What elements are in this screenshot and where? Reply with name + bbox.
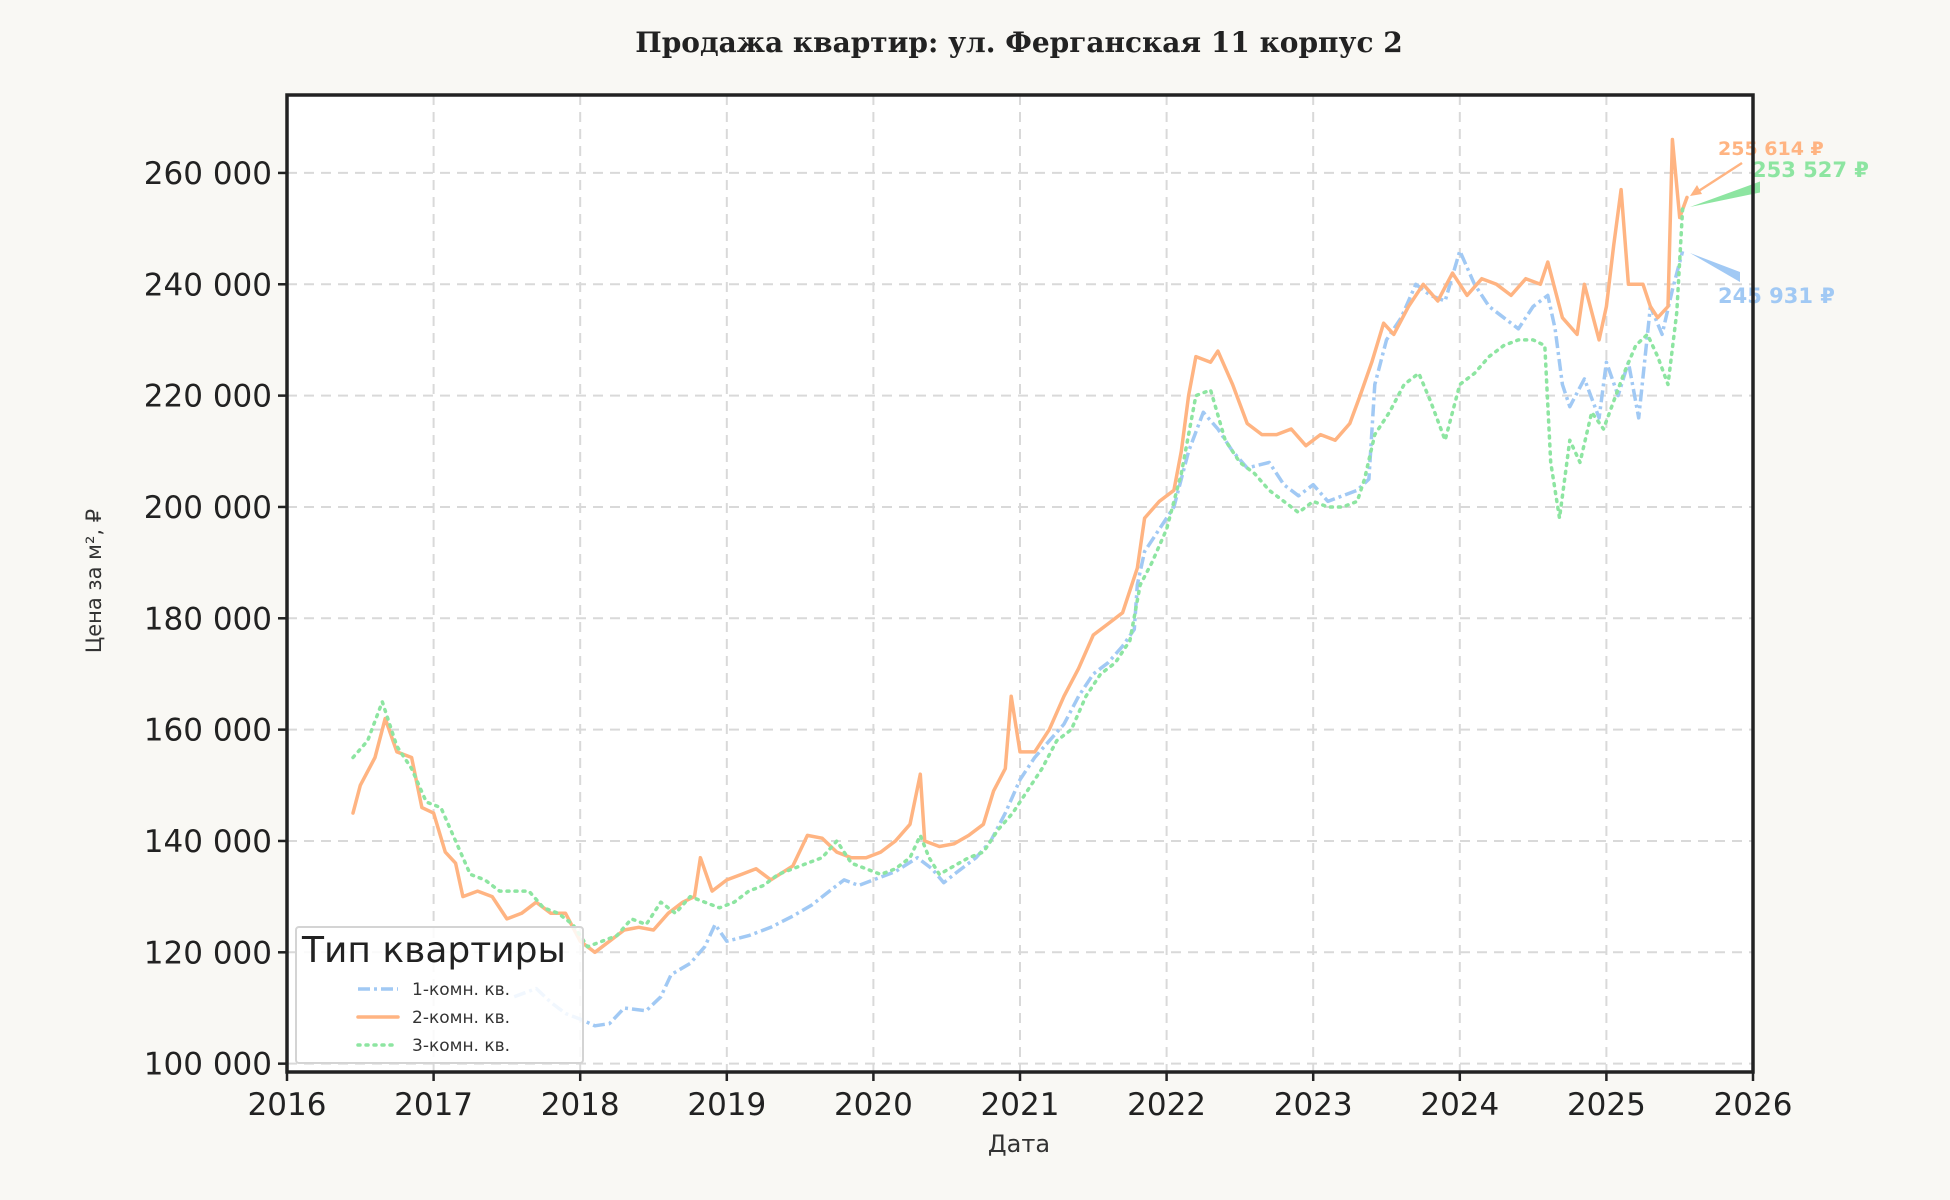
y-tick-label: 160 000 xyxy=(144,713,272,749)
x-axis-label: Дата xyxy=(988,1130,1050,1158)
x-tick-label: 2019 xyxy=(687,1087,766,1123)
chart-title: Продажа квартир: ул. Ферганская 11 корпу… xyxy=(635,26,1402,59)
legend-label: 2-комн. кв. xyxy=(412,1008,510,1028)
annotation-arrowhead xyxy=(1690,185,1702,196)
y-tick-label: 120 000 xyxy=(144,935,272,971)
y-tick-label: 180 000 xyxy=(144,601,272,637)
x-tick-label: 2021 xyxy=(981,1087,1060,1123)
plot-area xyxy=(287,95,1753,1072)
x-tick-label: 2025 xyxy=(1567,1087,1646,1123)
y-tick-label: 140 000 xyxy=(144,824,272,860)
x-tick-label: 2026 xyxy=(1714,1087,1793,1123)
annotation-arrow xyxy=(1693,161,1743,196)
x-tick-label: 2020 xyxy=(834,1087,913,1123)
y-axis-label: Цена за м², ₽ xyxy=(82,509,106,653)
x-tick-label: 2016 xyxy=(248,1087,327,1123)
x-tick-label: 2022 xyxy=(1127,1087,1206,1123)
legend-title: Тип квартиры xyxy=(301,930,566,971)
legend-label: 3-комн. кв. xyxy=(412,1036,510,1056)
annotation-arrow xyxy=(1690,181,1760,207)
x-tick-label: 2017 xyxy=(394,1087,473,1123)
y-tick-label: 240 000 xyxy=(144,267,272,303)
y-tick-label: 100 000 xyxy=(144,1047,272,1083)
series-line-1 xyxy=(513,249,1685,1028)
annotation-arrow xyxy=(1690,253,1740,282)
legend: Тип квартиры 1-комн. кв. 2-комн. кв. 3-комн… xyxy=(295,926,584,1064)
x-tick-label: 2018 xyxy=(541,1087,620,1123)
x-tick-label: 2024 xyxy=(1420,1087,1499,1123)
annotation-label: 253 527 ₽ xyxy=(1752,158,1869,182)
legend-box xyxy=(295,926,584,1064)
y-tick-label: 200 000 xyxy=(144,490,272,526)
annotation-label: 245 931 ₽ xyxy=(1718,284,1835,308)
legend-label: 1-комн. кв. xyxy=(412,980,510,1000)
x-tick-label: 2023 xyxy=(1274,1087,1353,1123)
y-tick-label: 260 000 xyxy=(144,156,272,192)
series-line-3 xyxy=(351,207,1685,949)
annotation-label: 255 614 ₽ xyxy=(1718,138,1824,160)
y-tick-label: 220 000 xyxy=(144,379,272,415)
